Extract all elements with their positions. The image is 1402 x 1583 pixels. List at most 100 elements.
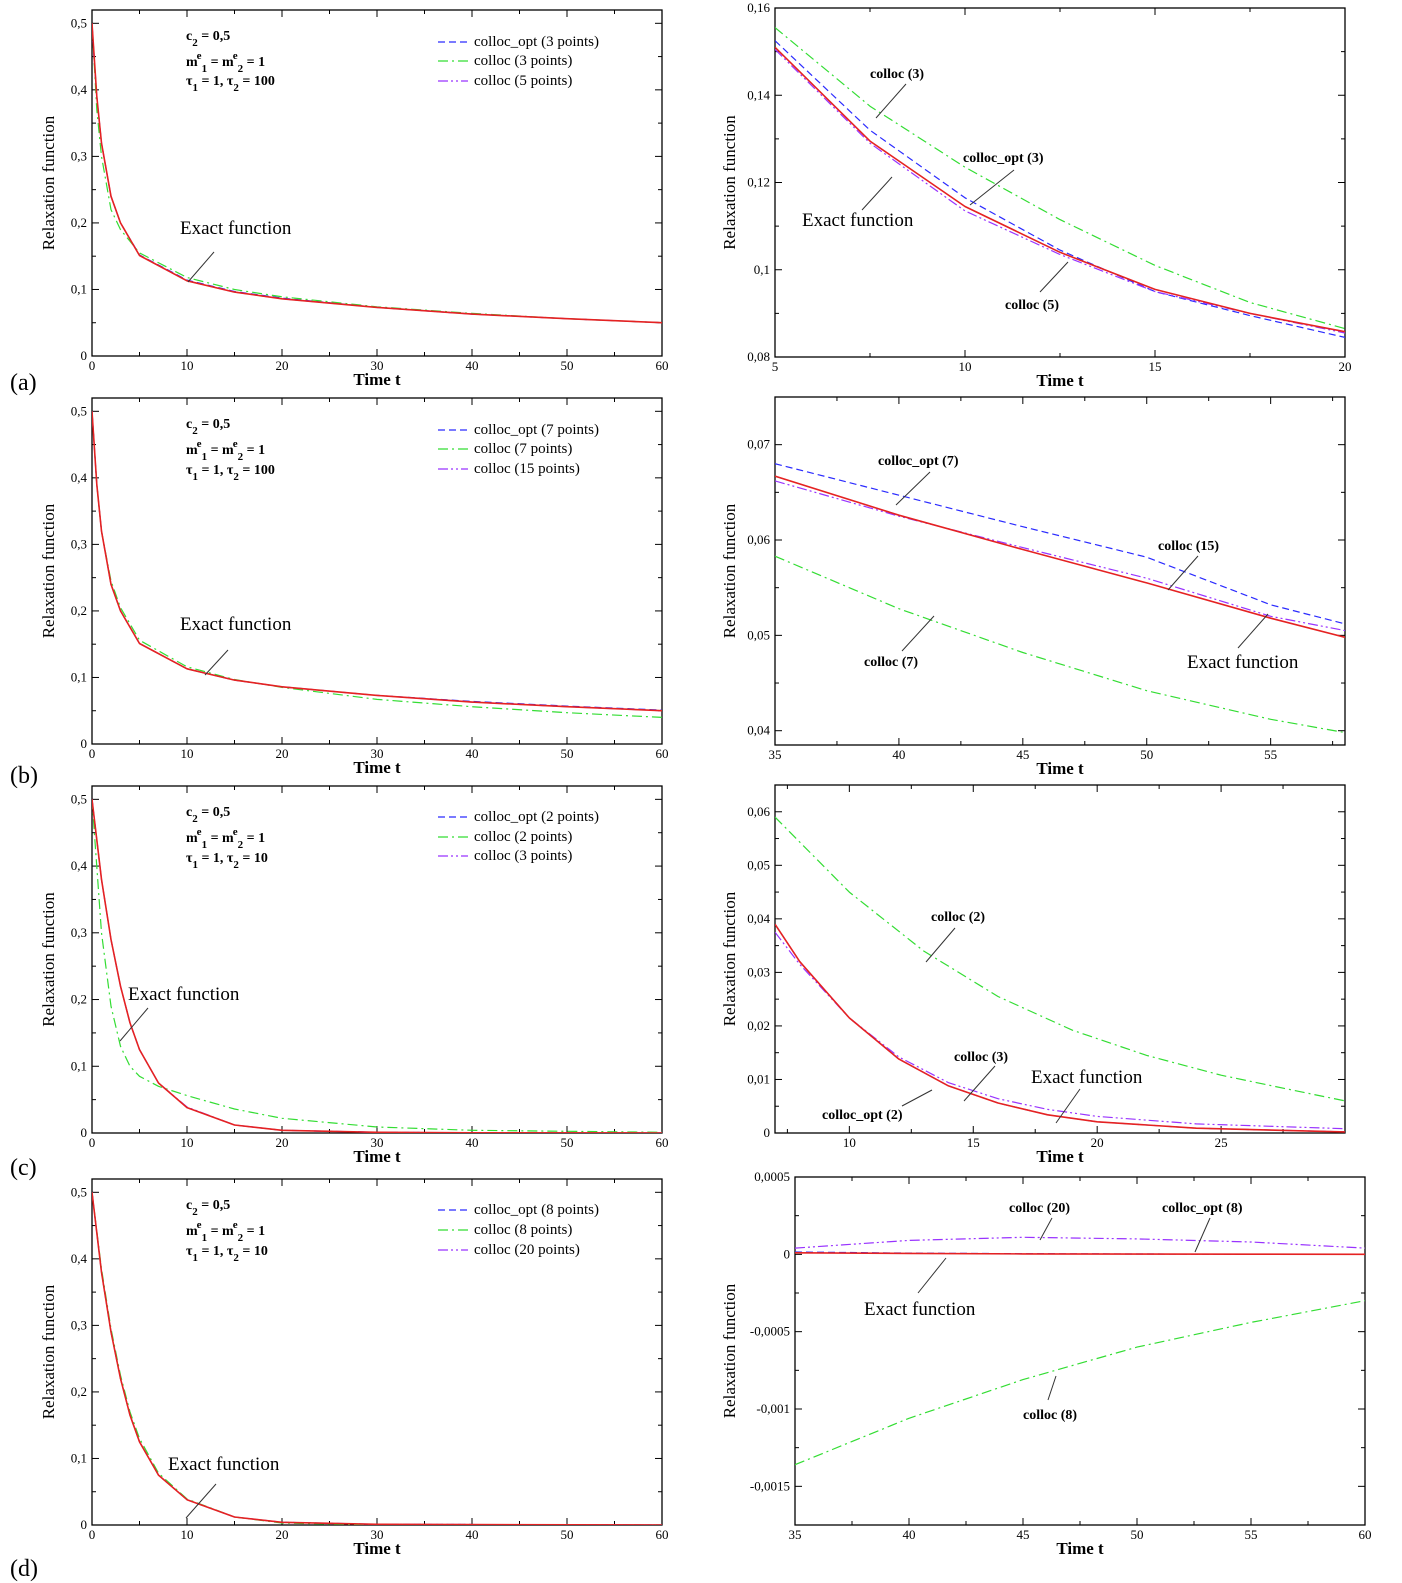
series-group [92, 1192, 662, 1525]
series-group [795, 1236, 1365, 1466]
y-axis-label: Relaxation function [39, 1284, 58, 1419]
series-group [92, 799, 662, 1133]
y-tick-label: 0,2 [71, 603, 87, 618]
x-axis-label: Time t [353, 370, 401, 389]
series-group [92, 23, 662, 324]
series-line-colloc-7- [775, 555, 1345, 734]
legend-entry: colloc (8 points) [474, 1222, 572, 1238]
series-line-colloc-3-points- [92, 23, 662, 324]
legend-entry: colloc_opt (8 points) [474, 1202, 599, 1218]
x-tick-label: 10 [181, 1527, 194, 1542]
plot-frame [794, 1176, 1366, 1526]
y-tick-label: 0,2 [71, 992, 87, 1007]
y-tick-label: 0,04 [747, 911, 770, 926]
y-tick-label: 0,2 [71, 1384, 87, 1399]
param-label: me1 = me2 = 1 [186, 1219, 265, 1244]
y-tick-label: 0,1 [754, 262, 770, 277]
annotation-label: colloc_opt (7) [878, 454, 959, 469]
chart-b-right: 35 40 45 50 55 0,04 0,05 0,06 0,07 Time t Relaxati… [720, 396, 1346, 778]
series-line-colloc-opt-2-points- [92, 799, 662, 1133]
annotation-label: Exact function [168, 1454, 280, 1475]
series-group [92, 411, 662, 718]
x-tick-label: 10 [181, 746, 194, 761]
annotation-label: Exact function [180, 614, 292, 635]
param-label: c2 = 0,5 [186, 1198, 230, 1218]
x-tick-label: 50 [1131, 1527, 1144, 1542]
x-tick-label: 5 [772, 359, 779, 374]
x-tick-label: 60 [656, 358, 669, 373]
annotation-leader [1039, 261, 1069, 293]
x-tick-label: 55 [1264, 747, 1277, 762]
x-tick-label: 60 [1359, 1527, 1372, 1542]
annotation-leader [119, 1007, 149, 1042]
annotation-label: Exact function [128, 984, 240, 1005]
legend-entry: colloc (5 points) [474, 73, 572, 89]
param-label: c2 = 0,5 [186, 417, 230, 437]
x-tick-label: 50 [561, 746, 574, 761]
y-axis-label: Relaxation function [720, 115, 739, 250]
legend-entry: colloc_opt (2 points) [474, 809, 599, 825]
x-tick-label: 20 [276, 1527, 289, 1542]
annotation-leader [963, 1065, 996, 1102]
y-tick-label: -0,0015 [750, 1478, 790, 1493]
plot-frame [774, 784, 1346, 1134]
param-label: τ1 = 1, τ2 = 10 [186, 1244, 268, 1264]
y-tick-label: 0,4 [71, 470, 88, 485]
annotation-label: Exact function [802, 210, 914, 231]
y-tick-label: 0,16 [747, 0, 770, 15]
annotation-leader [925, 927, 956, 963]
legend-entry: colloc_opt (7 points) [474, 422, 599, 438]
annotation-leader [1047, 1375, 1057, 1401]
y-tick-label: 0,3 [71, 1317, 87, 1332]
x-tick-label: 20 [1091, 1135, 1104, 1150]
y-axis-label: Relaxation function [720, 1283, 739, 1418]
x-tick-label: 45 [1017, 1527, 1030, 1542]
y-tick-label: 0,1 [71, 669, 87, 684]
y-tick-label: 0 [784, 1246, 791, 1261]
x-tick-label: 20 [276, 1135, 289, 1150]
y-tick-label: 0,0005 [754, 1169, 790, 1184]
chart-b-left: 0 10 20 30 40 50 60 0 0,1 0,2 0,3 0,4 0,5 Time t Relax… [39, 397, 669, 777]
param-label: me1 = me2 = 1 [186, 826, 265, 851]
x-tick-label: 0 [89, 1527, 96, 1542]
x-axis-label: Time t [1056, 1539, 1104, 1558]
y-tick-label: 0,1 [71, 1058, 87, 1073]
x-tick-label: 40 [466, 1527, 479, 1542]
annotation-leader [861, 176, 893, 211]
chart-a-right: 5 10 15 20 0,08 0,1 0,12 0,14 0,16 Time t Relaxati… [720, 0, 1352, 390]
y-tick-label: 0,05 [747, 627, 770, 642]
annotation-leader [875, 83, 907, 119]
y-tick-label: 0,5 [71, 403, 87, 418]
x-tick-label: 25 [1215, 1135, 1228, 1150]
y-tick-label: 0 [81, 1125, 88, 1140]
x-tick-label: 40 [903, 1527, 916, 1542]
x-tick-label: 60 [656, 1135, 669, 1150]
row-label-a: (a) [10, 370, 37, 396]
annotation-label: colloc (20) [1009, 1201, 1070, 1216]
annotation-leader [187, 251, 215, 283]
y-tick-label: 0 [81, 736, 88, 751]
annotation-leader [917, 1257, 947, 1294]
annotation-label: colloc_opt (3) [963, 151, 1044, 166]
chart-a-left: 0 10 20 30 40 50 60 0 0,1 0,2 0,3 0,4 0,5 Time t Relax… [39, 9, 669, 389]
annotation-label: colloc (3) [954, 1050, 1008, 1065]
x-tick-label: 50 [1140, 747, 1153, 762]
y-axis-label: Relaxation function [39, 503, 58, 638]
y-tick-label: 0,4 [71, 82, 88, 97]
y-tick-label: 0 [81, 348, 88, 363]
legend-entry: colloc (7 points) [474, 441, 572, 457]
plot-frame [91, 9, 663, 357]
annotation-leader [969, 169, 1015, 206]
x-tick-label: 20 [276, 358, 289, 373]
param-label: τ1 = 1, τ2 = 10 [186, 851, 268, 871]
x-tick-label: 45 [1016, 747, 1029, 762]
legend-entry: colloc (2 points) [474, 829, 572, 845]
y-tick-label: 0,1 [71, 281, 87, 296]
y-tick-label: 0,2 [71, 215, 87, 230]
legend-entry: colloc_opt (3 points) [474, 34, 599, 50]
x-tick-label: 50 [561, 1527, 574, 1542]
y-axis-label: Relaxation function [720, 503, 739, 638]
x-tick-label: 0 [89, 358, 96, 373]
x-tick-label: 60 [656, 746, 669, 761]
